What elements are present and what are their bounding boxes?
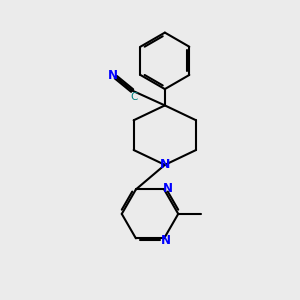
Text: C: C (130, 92, 137, 101)
Text: N: N (160, 234, 171, 247)
Text: N: N (108, 69, 118, 82)
Text: N: N (163, 182, 173, 195)
Text: N: N (160, 158, 170, 171)
